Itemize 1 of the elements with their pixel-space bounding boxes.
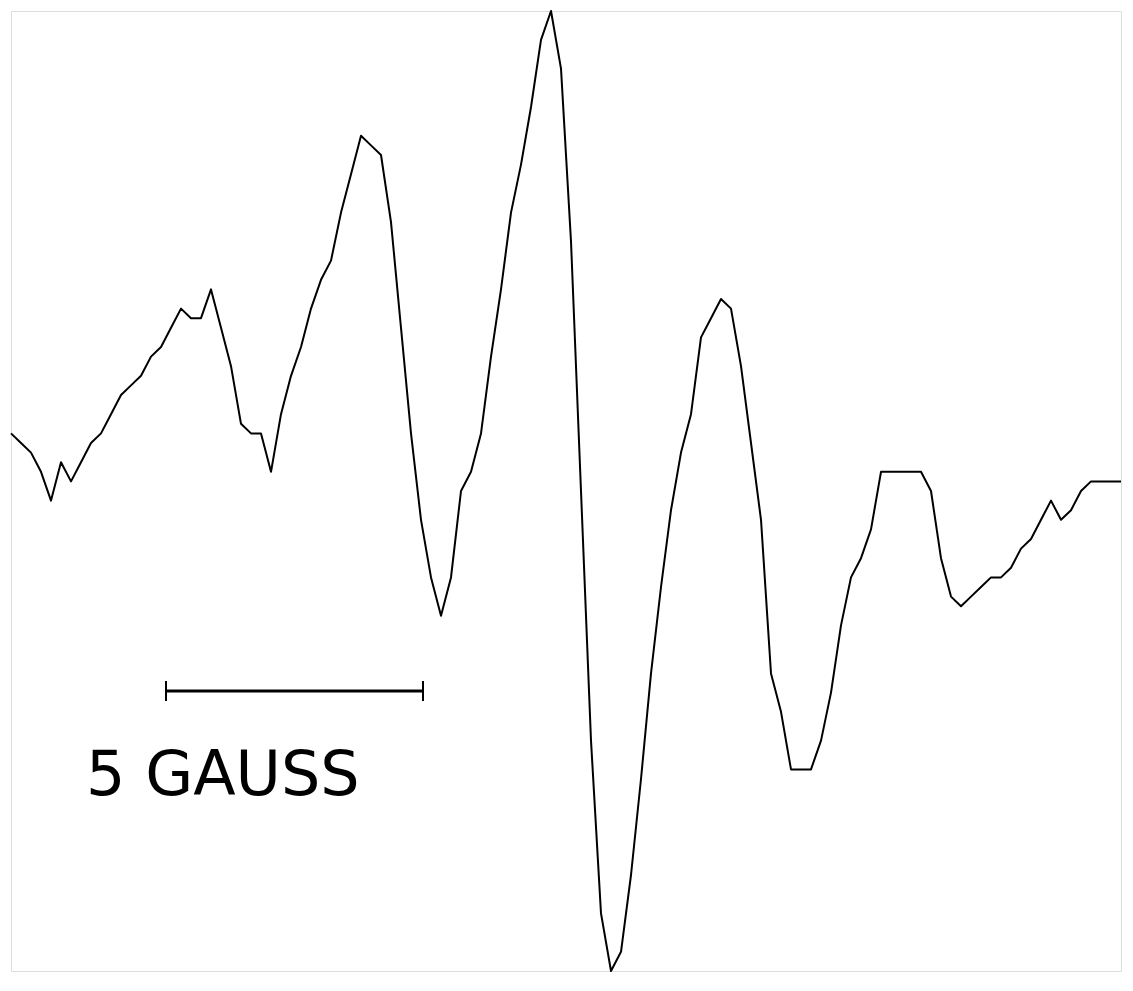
annotation: 5 GAUSS [86, 737, 360, 810]
